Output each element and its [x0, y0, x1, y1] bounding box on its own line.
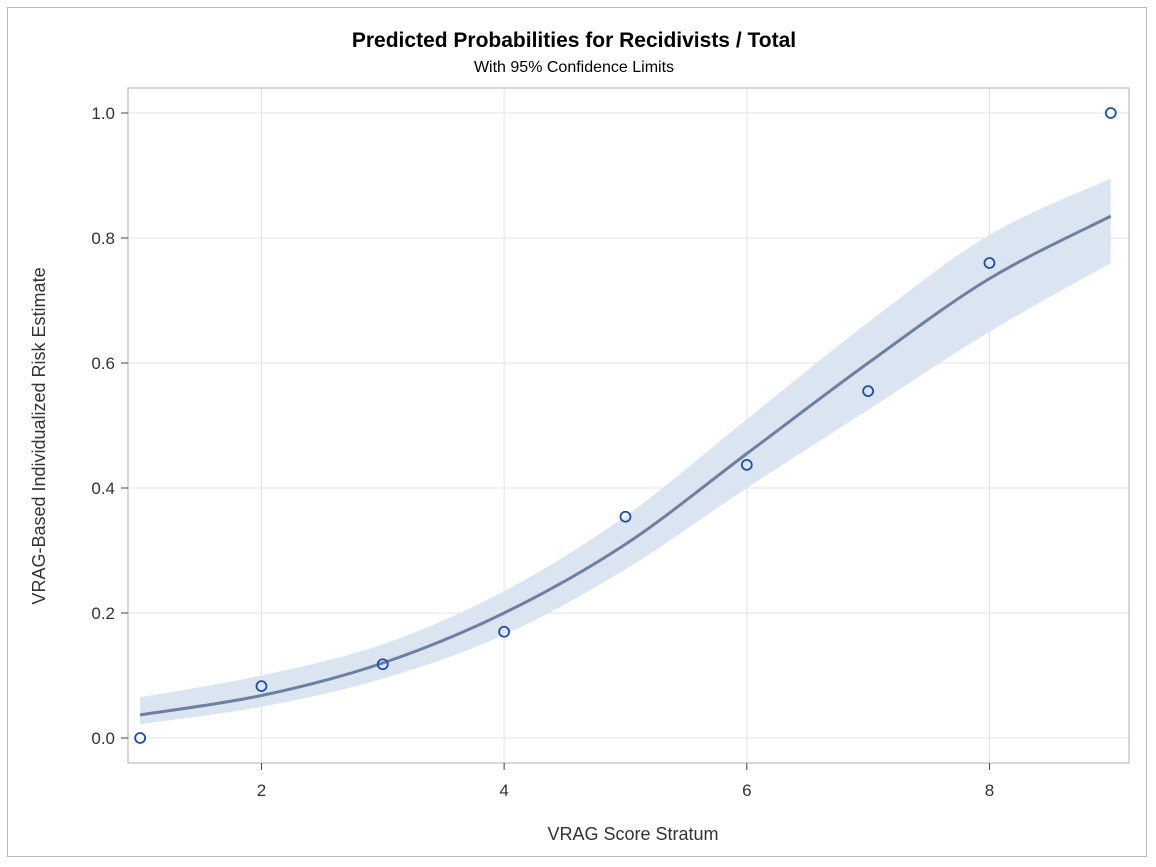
observed-point: [740, 458, 753, 471]
observed-point: [862, 385, 875, 398]
y-tick-label: 0.0: [91, 729, 115, 748]
y-tick-label: 0.6: [91, 354, 115, 373]
observed-point: [498, 625, 511, 638]
observed-point: [376, 658, 389, 671]
observed-point: [255, 680, 268, 693]
x-tick-label: 6: [742, 781, 751, 800]
observed-point: [134, 732, 147, 744]
x-tick-label: 4: [499, 781, 508, 800]
y-tick-label: 0.2: [91, 604, 115, 623]
x-axis-label: VRAG Score Stratum: [547, 824, 718, 844]
chart: Predicted Probabilities for Recidivists …: [29, 29, 1130, 844]
plot-area: 2 4 6 8 0.0 0.2 0.4 0.6 0.8 1.0: [91, 87, 1130, 800]
chart-frame: Predicted Probabilities for Recidivists …: [7, 7, 1147, 857]
confidence-band: [140, 178, 1111, 725]
x-tick-label: 8: [985, 781, 994, 800]
plot-background: [128, 88, 1129, 763]
plot-border: [127, 87, 1130, 764]
chart-subtitle: With 95% Confidence Limits: [474, 59, 674, 76]
x-tick-label: 2: [257, 781, 266, 800]
observed-point: [983, 257, 996, 269]
y-tick-label: 0.8: [91, 229, 115, 248]
y-tick-label: 1.0: [91, 104, 115, 123]
y-axis-label: VRAG-Based Individualized Risk Estimate: [29, 267, 49, 604]
fit-line: [139, 214, 1112, 717]
observed-point: [619, 510, 632, 523]
chart-title: Predicted Probabilities for Recidivists …: [352, 29, 796, 52]
observed-point: [1104, 107, 1117, 119]
y-tick-label: 0.4: [91, 479, 115, 498]
